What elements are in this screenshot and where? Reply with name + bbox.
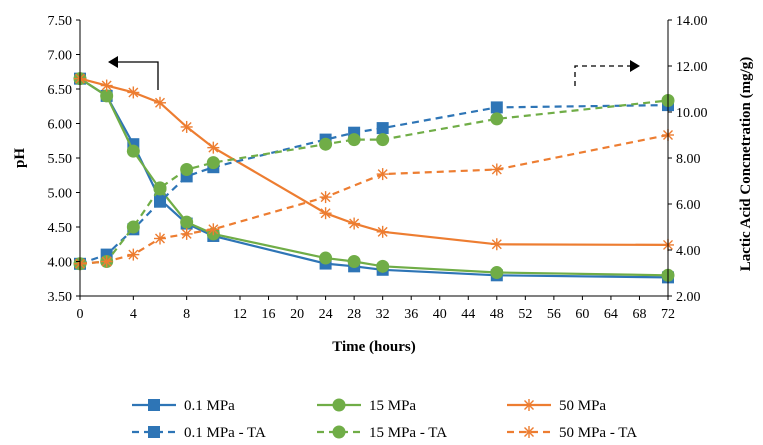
legend-marker — [523, 426, 535, 438]
data-point — [100, 79, 113, 92]
data-point — [376, 133, 390, 147]
legend-marker — [332, 425, 346, 439]
data-point — [180, 227, 193, 240]
legend-label: 50 MPa - TA — [559, 425, 637, 441]
legend-label: 15 MPa — [369, 398, 416, 414]
data-point — [490, 112, 504, 126]
data-point — [154, 96, 166, 109]
data-point — [207, 223, 220, 236]
series-line — [79, 77, 669, 277]
x-tick-label: 12 — [233, 307, 247, 322]
data-point — [180, 120, 193, 133]
x-tick-label: 48 — [490, 307, 504, 322]
y-left-tick-label: 6.00 — [48, 118, 73, 133]
series-line — [79, 99, 669, 265]
data-point — [126, 144, 140, 158]
legend: 0.1 MPa 15 MPa 50 MPa 0.1 MPa - TA 15 MPa - … — [132, 398, 637, 441]
data-point — [180, 215, 194, 229]
data-point — [490, 266, 504, 280]
y-left-tick-label: 5.50 — [48, 152, 73, 167]
y-right-tick-label: 2.00 — [676, 290, 701, 305]
data-point — [490, 238, 503, 251]
data-point — [347, 133, 361, 147]
y-right-tick-label: 14.00 — [676, 14, 708, 29]
data-point — [126, 220, 140, 234]
data-point — [319, 137, 333, 151]
data-point — [100, 89, 114, 103]
data-point — [154, 232, 166, 245]
x-axis-title: Time (hours) — [332, 339, 415, 355]
x-tick-label: 28 — [347, 307, 361, 322]
data-point — [347, 255, 361, 268]
y-right-tick-label: 12.00 — [676, 60, 708, 75]
arrow-left-line — [112, 61, 159, 90]
data-point — [319, 191, 332, 204]
legend-label: 0.1 MPa — [184, 398, 235, 414]
series-line — [79, 104, 669, 265]
y-left-tick-label: 7.50 — [48, 14, 73, 29]
data-point — [490, 163, 503, 176]
data-point — [206, 156, 220, 170]
y-right-tick-label: 4.00 — [676, 244, 701, 259]
x-tick-label: 60 — [575, 307, 589, 322]
x-tick-label: 24 — [319, 307, 333, 322]
series-line — [79, 77, 669, 279]
data-point — [100, 255, 113, 268]
data-point — [153, 181, 167, 195]
data-point — [154, 195, 166, 208]
data-point — [376, 259, 390, 273]
x-tick-label: 52 — [518, 307, 532, 322]
data-point — [127, 248, 140, 261]
data-point — [207, 141, 220, 154]
x-tick-label: 68 — [632, 307, 646, 322]
x-tick-label: 64 — [604, 307, 618, 322]
x-tick-label: 4 — [130, 307, 137, 322]
legend-marker — [148, 399, 160, 411]
data-point — [180, 163, 194, 176]
data-point — [376, 168, 389, 181]
legend-label: 0.1 MPa - TA — [184, 425, 266, 441]
data-point — [376, 122, 389, 135]
x-tick-label: 44 — [461, 307, 475, 322]
y-axis-right-title: Lactic Acid Concnetration (mg/g) — [738, 57, 754, 272]
y-right-tick-label: 10.00 — [676, 106, 708, 121]
y-left-tick-label: 6.50 — [48, 83, 73, 98]
y-axis-left-title: pH — [12, 148, 28, 168]
y-left-tick-label: 4.00 — [48, 256, 73, 271]
legend-marker — [332, 398, 346, 412]
x-tick-label: 0 — [77, 307, 84, 322]
series-line — [79, 133, 669, 265]
axes: 3.50 4.00 4.50 5.00 5.50 6.00 6.50 7.00 7.50 2.00… — [12, 14, 754, 355]
y-right-tick-label: 6.00 — [676, 198, 701, 213]
data-point — [319, 207, 332, 220]
data-point — [127, 86, 140, 99]
x-tick-label: 40 — [433, 307, 447, 322]
data-point — [376, 225, 389, 238]
legend-marker — [148, 426, 160, 438]
plot-area — [73, 72, 675, 284]
legend-marker — [523, 399, 535, 411]
y-right-tick-label: 8.00 — [676, 152, 701, 167]
y-left-tick-label: 4.50 — [48, 221, 73, 236]
x-tick-label: 72 — [661, 307, 675, 322]
series-line — [79, 77, 669, 246]
x-tick-label: 8 — [183, 307, 190, 322]
arrow-left-head — [108, 56, 118, 68]
x-tick-label: 20 — [290, 307, 304, 322]
data-point — [319, 251, 333, 265]
y-left-tick-label: 7.00 — [48, 49, 73, 64]
x-tick-label: 36 — [404, 307, 418, 322]
x-tick-label: 16 — [262, 307, 276, 322]
arrow-right-line — [574, 65, 632, 86]
x-tick-label: 32 — [376, 307, 390, 322]
arrow-right-head — [630, 60, 640, 72]
y-left-tick-label: 3.50 — [48, 290, 73, 305]
legend-label: 50 MPa — [559, 398, 606, 414]
legend-label: 15 MPa - TA — [369, 425, 447, 441]
x-tick-label: 56 — [547, 307, 561, 322]
data-point — [348, 217, 361, 230]
data-point — [490, 101, 503, 114]
y-left-tick-label: 5.00 — [48, 187, 73, 202]
